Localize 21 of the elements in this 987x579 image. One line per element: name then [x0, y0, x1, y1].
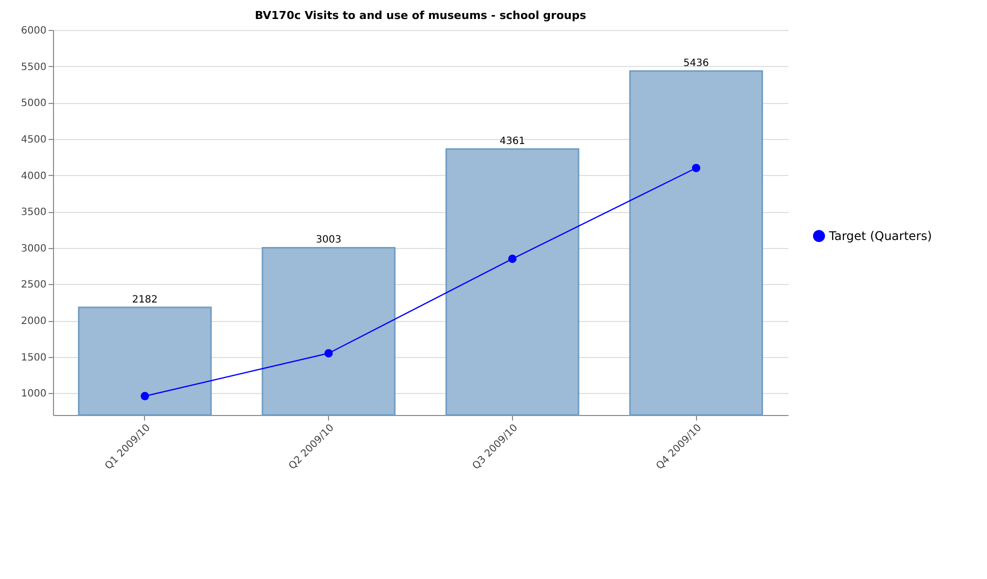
data-label: 3003 — [316, 234, 342, 246]
y-tick-label: 2500 — [21, 280, 46, 291]
y-tick-label: 6000 — [21, 26, 46, 36]
y-tick-label: 5500 — [21, 62, 46, 73]
y-tick-label: 1500 — [21, 352, 46, 364]
y-tick-label: 5000 — [21, 98, 46, 110]
y-tick-label: 1000 — [21, 388, 46, 400]
y-tick-label: 3500 — [21, 207, 46, 218]
legend-label: Target (Quarters) — [828, 229, 932, 243]
data-label: 2182 — [132, 294, 158, 306]
y-tick-label: 4000 — [21, 170, 46, 182]
data-label: 4361 — [500, 136, 526, 148]
chart-title: BV170c Visits to and use of museums - school groups — [254, 9, 587, 22]
point — [692, 164, 700, 172]
point — [140, 392, 150, 400]
data-label: 5436 — [683, 58, 709, 69]
point — [324, 349, 333, 358]
y-tick-label: 3000 — [21, 243, 46, 254]
y-tick-label: 2000 — [21, 316, 46, 328]
point — [508, 254, 517, 263]
y-tick-label: 4500 — [21, 134, 46, 146]
